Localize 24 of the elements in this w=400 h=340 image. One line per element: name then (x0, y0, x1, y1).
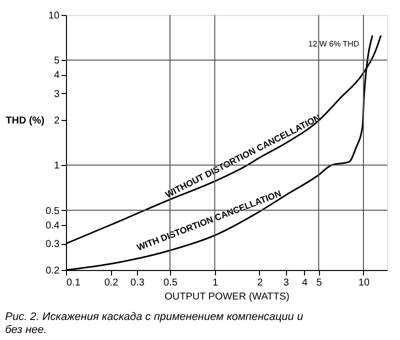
y-tick-label: 0.4 (46, 220, 60, 232)
x-axis-title: OUTPUT POWER (WATTS) (164, 292, 290, 302)
y-axis-title: THD (%) (6, 116, 44, 126)
y-tick-label: 2 (54, 115, 60, 126)
y-tick-label: 0.3 (46, 239, 60, 250)
y-tick-label: 4 (54, 70, 60, 82)
x-tick-label: 5 (316, 278, 322, 288)
x-tick-label: 0.1 (66, 278, 81, 288)
x-tick-label: 1 (212, 278, 218, 288)
x-tick-label: 3 (283, 278, 290, 288)
x-tick-label: 2 (257, 278, 264, 288)
x-tick-label: 0.2 (104, 278, 119, 288)
y-tick-label: 3 (54, 88, 60, 100)
x-tick-label: 0.3 (130, 278, 145, 288)
text: Рис. 2. Искажения каскада с применением компенсации и без нее. (5, 311, 304, 336)
y-tick-label: 0.2 (46, 266, 60, 276)
x-tick-label: 4 (302, 278, 308, 288)
y-tick-label: 0.5 (46, 206, 60, 217)
y-tick-label: 10 (48, 10, 60, 22)
annotation: 12 W 6% THD (308, 39, 360, 48)
x-tick-label: 0.5 (164, 278, 178, 288)
y-tick-label: 5 (54, 56, 60, 67)
x-tick-label: 10 (358, 278, 370, 288)
y-tick-label: 1 (54, 160, 60, 172)
